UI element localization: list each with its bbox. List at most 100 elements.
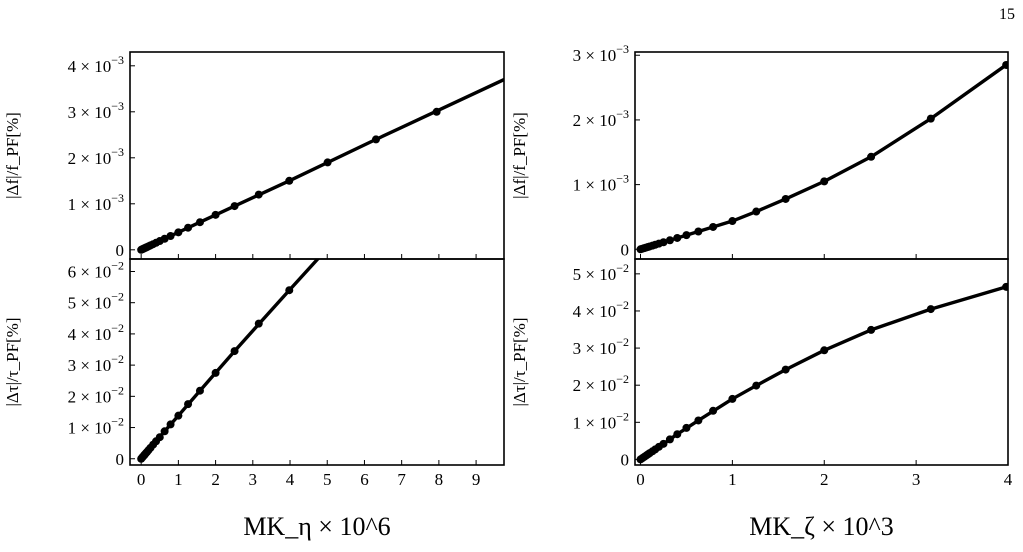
page-number: 15: [999, 6, 1015, 23]
data-point: [230, 202, 239, 211]
data-point: [1002, 282, 1008, 291]
x-tick-label: 8: [435, 470, 444, 489]
series-line: [140, 78, 504, 252]
y-tick-label: 3 × 10−3: [68, 99, 124, 122]
y-tick-label: 0: [116, 241, 125, 260]
data-point: [160, 234, 169, 243]
data-point: [174, 228, 183, 237]
data-point: [211, 368, 220, 377]
data-point: [184, 223, 193, 232]
data-point: [820, 177, 829, 186]
data-point: [694, 227, 703, 236]
data-point: [372, 191, 380, 199]
data-point: [254, 190, 263, 199]
x-tick-label: 5: [323, 470, 332, 489]
chart-top-right: 0 1 × 10−3 2 × 10−3 3 × 10−3 |Δf|/f_PF[%]: [510, 42, 1009, 260]
data-point: [195, 218, 204, 227]
y-tick-label: 0: [621, 240, 630, 259]
data-point: [673, 233, 682, 242]
axes-frame: [634, 258, 1009, 466]
data-point: [174, 411, 183, 420]
y-axis-label: |Δf|/f_PF[%]: [510, 112, 529, 199]
data-point: [867, 152, 876, 161]
data-point: [155, 433, 164, 442]
x-tick-label: 0: [636, 470, 645, 489]
series-line: [639, 285, 1007, 461]
data-point: [709, 222, 718, 231]
y-tick-label: 3 × 10−3: [573, 42, 629, 65]
data-point: [728, 217, 737, 226]
x-tick-label: 9: [472, 470, 481, 489]
data-point: [166, 232, 175, 240]
data-point: [752, 207, 761, 216]
x-tick-label: 4: [286, 470, 295, 489]
data-point: [926, 305, 935, 314]
y-tick-label: 4 × 10−2: [573, 298, 629, 321]
data-point: [433, 125, 441, 133]
data-point: [926, 114, 935, 123]
y-axis-label: |Δτ|/τ_PF[%]: [3, 317, 22, 406]
y-tick-label: 6 × 10−2: [68, 258, 124, 281]
y-tick-label: 1 × 10−2: [573, 409, 629, 432]
data-point: [1002, 60, 1008, 69]
y-tick-label: 5 × 10−2: [68, 290, 124, 313]
y-axis-label: |Δf|/f_PF[%]: [3, 112, 22, 199]
data-point: [694, 416, 703, 425]
data-point: [659, 238, 668, 247]
y-axis-label: |Δτ|/τ_PF[%]: [510, 317, 529, 406]
data-point: [211, 210, 220, 219]
data-point: [160, 427, 169, 436]
axes-frame: [634, 51, 1009, 260]
y-tick-label: 4 × 10−3: [68, 53, 124, 76]
x-axis-label: MK_ζ × 10^3: [749, 512, 894, 541]
axes-frame: [129, 258, 505, 466]
data-point: [682, 231, 691, 240]
data-point: [195, 386, 204, 395]
y-tick-label: 3 × 10−2: [573, 335, 629, 358]
data-point: [371, 135, 380, 144]
data-point: [867, 325, 876, 334]
x-tick-label: 3: [912, 470, 921, 489]
series-line: [640, 63, 1008, 251]
data-point: [665, 236, 674, 245]
x-tick-label: 1: [728, 470, 737, 489]
data-point: [820, 346, 829, 355]
y-tick-label: 2 × 10−2: [573, 372, 629, 395]
y-tick-label: 1 × 10−2: [68, 415, 124, 438]
y-tick-label: 3 × 10−2: [68, 352, 124, 375]
y-tick-label: 4 × 10−2: [68, 321, 124, 344]
data-point: [781, 194, 790, 203]
x-axis-label: MK_η × 10^6: [243, 512, 390, 541]
x-tick-label: 2: [211, 470, 220, 489]
data-point: [752, 381, 761, 390]
chart-top-left: 0 1 × 10−3 2 × 10−3 3 × 10−3 4 × 10−3 |Δf|/f_…: [3, 51, 505, 260]
y-tick-label: 2 × 10−3: [68, 145, 124, 168]
y-tick-label: 2 × 10−3: [573, 107, 629, 130]
data-point: [728, 394, 737, 403]
data-point: [184, 400, 193, 409]
data-point: [285, 176, 294, 185]
data-point: [659, 439, 668, 448]
x-tick-label: 3: [249, 470, 258, 489]
data-point: [230, 347, 239, 356]
data-point: [166, 420, 175, 429]
data-point: [673, 430, 682, 439]
data-point: [285, 286, 294, 295]
x-tick-label: 4: [1004, 470, 1013, 489]
y-tick-label: 0: [621, 450, 630, 469]
data-point: [665, 435, 674, 444]
x-tick-label: 6: [360, 470, 369, 489]
data-point: [323, 158, 332, 167]
y-tick-label: 5 × 10−2: [573, 261, 629, 284]
chart-bottom-left: 0 1 2 3 4 5 6 7 8 9 0 1 × 10−2 2 × 10−2 3 × 10−2 4 × 1…: [3, 125, 505, 541]
data-point: [682, 423, 691, 432]
data-point: [254, 319, 263, 328]
y-tick-label: 1 × 10−3: [573, 172, 629, 195]
data-point: [781, 365, 790, 374]
data-point: [432, 107, 441, 116]
chart-bottom-right: 0 1 2 3 4 0 1 × 10−2 2 × 10−2 3 × 10−2 4 × 10−2 5 …: [510, 258, 1013, 541]
data-point: [324, 244, 332, 252]
y-tick-label: 2 × 10−2: [68, 383, 124, 406]
x-tick-label: 0: [137, 470, 146, 489]
